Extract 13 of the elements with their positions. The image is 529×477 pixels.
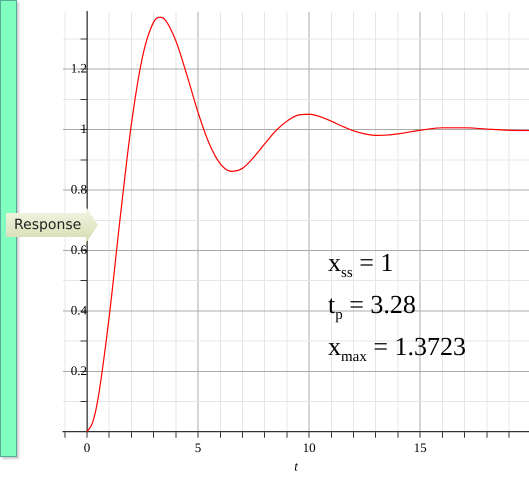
line-series xyxy=(86,16,529,432)
x-tick-label: 0 xyxy=(84,440,90,456)
x-tick-label: 5 xyxy=(194,440,202,456)
annotation: x$_{max}$ = 1.3723 xyxy=(328,332,466,366)
x-tick-label: 10 xyxy=(302,440,316,456)
y-axis-title: Response xyxy=(6,207,98,243)
y-tick-label: 0.2 xyxy=(70,362,87,378)
x-tick-label: 15 xyxy=(414,440,427,456)
y-tick-label: 1.2 xyxy=(70,60,87,76)
annotation: x$_{ss}$ = 1 xyxy=(328,248,394,282)
y-tick-label: 0.8 xyxy=(70,181,87,196)
x-axis-title: t xyxy=(294,458,298,474)
annotation: t$_{p}$ = 3.28 xyxy=(328,290,416,324)
